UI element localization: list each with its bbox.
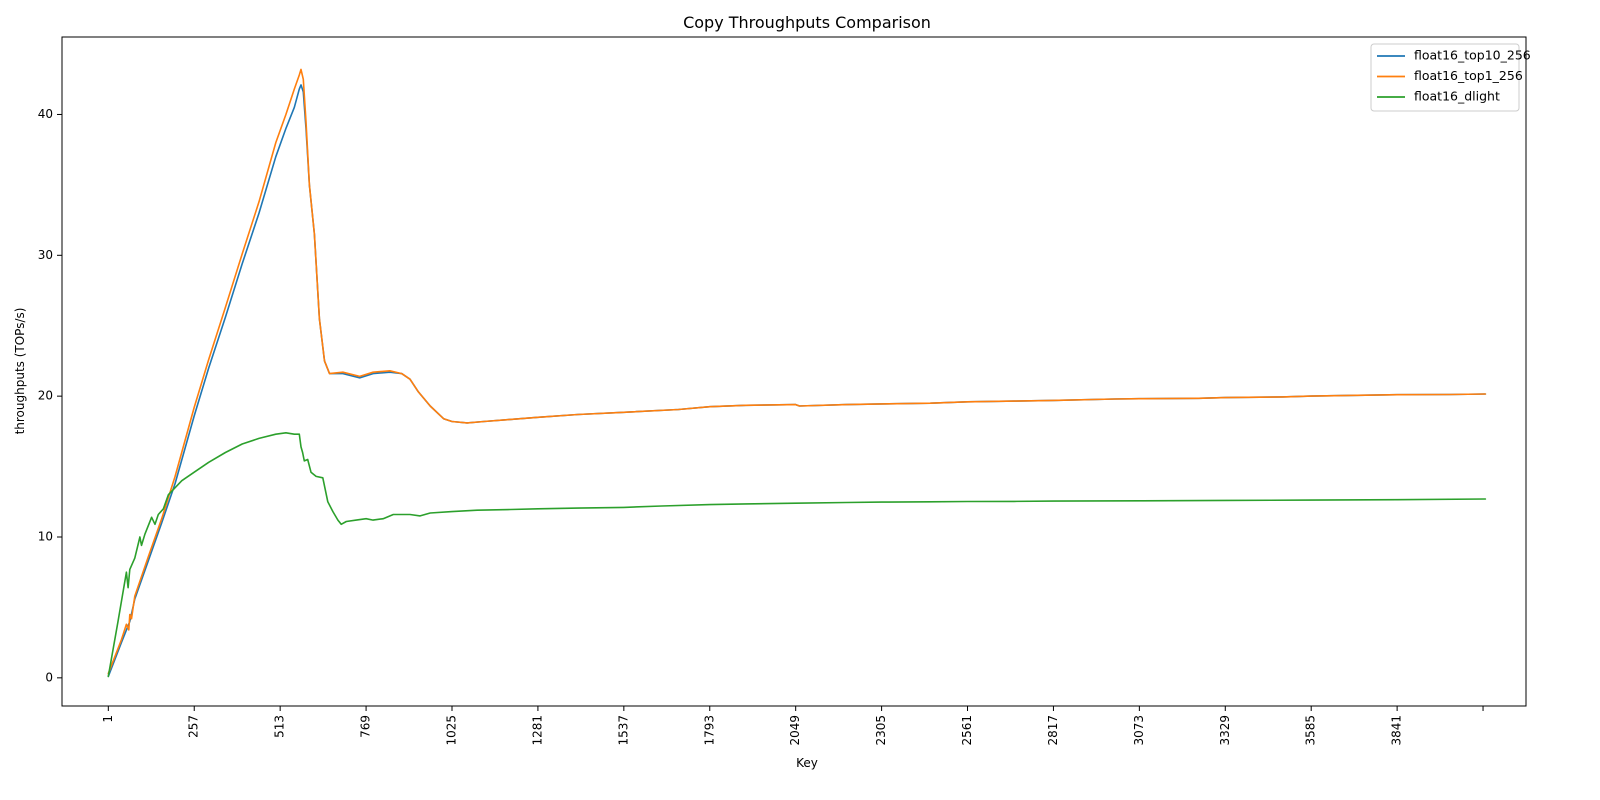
y-axis: 0 10 20 30 40 — [38, 107, 62, 684]
chart-title: Copy Throughputs Comparison — [683, 13, 931, 32]
x-tick-label: 2049 — [788, 715, 802, 746]
x-tick-label: 257 — [187, 715, 201, 738]
legend-label-1: float16_top10_256 — [1414, 48, 1531, 63]
legend-label-3: float16_dlight — [1414, 89, 1500, 104]
series-line-3 — [107, 432, 1487, 678]
x-tick-label: 1 — [101, 715, 115, 723]
x-tick-label: 2561 — [960, 715, 974, 746]
y-tick-label: 0 — [45, 670, 53, 684]
legend: float16_top10_256 float16_top1_256 float16… — [1370, 43, 1531, 112]
plot-frame — [61, 36, 1527, 707]
x-tick-label: 2817 — [1046, 715, 1060, 746]
y-tick-label: 30 — [38, 248, 53, 262]
series-line-2 — [107, 68, 1487, 675]
x-tick-label: 769 — [359, 715, 373, 738]
y-tick-label: 10 — [38, 529, 53, 543]
legend-box — [1370, 43, 1520, 112]
series-layer — [107, 68, 1487, 678]
x-tick-label: 1025 — [445, 715, 459, 746]
y-axis-label: throughputs (TOPs/s) — [13, 308, 27, 435]
x-axis-label: Key — [796, 756, 818, 770]
x-tick-label: 3585 — [1304, 715, 1318, 746]
y-tick-label: 40 — [38, 107, 53, 121]
y-tick-label: 20 — [38, 389, 53, 403]
x-tick-label: 1281 — [530, 715, 544, 746]
legend-label-2: float16_top1_256 — [1414, 68, 1523, 83]
x-tick-label: 3841 — [1390, 715, 1404, 746]
x-tick-label: 2305 — [874, 715, 888, 746]
x-tick-label: 1537 — [616, 715, 630, 746]
x-axis: 1 257 513 769 1025 1281 1537 1793 2049 2305 2561 28… — [101, 706, 1484, 746]
x-tick-label: 1793 — [702, 715, 716, 746]
x-tick-label: 513 — [273, 715, 287, 738]
x-tick-label: 3073 — [1132, 715, 1146, 746]
x-tick-label: 3329 — [1218, 715, 1232, 746]
